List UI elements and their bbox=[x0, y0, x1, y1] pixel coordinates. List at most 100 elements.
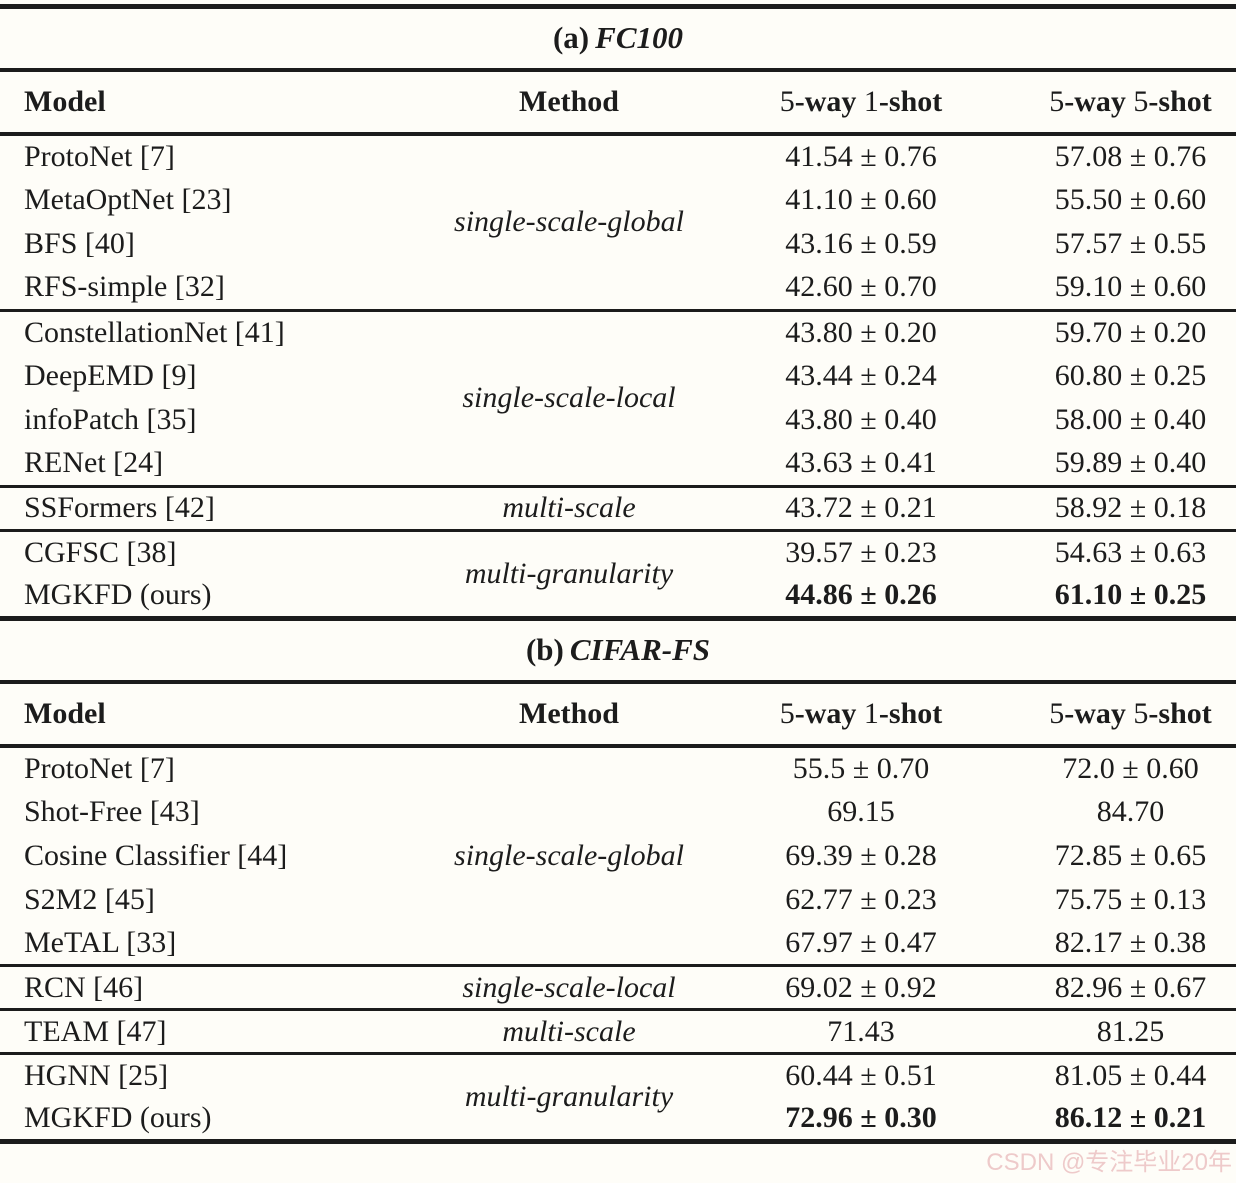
score-1shot-cell: 41.10 ± 0.60 bbox=[785, 183, 937, 216]
method-group-multi-scale: TEAM [47] multi-scale 71.43 81.25 bbox=[0, 1009, 1236, 1054]
table-row: MeTAL [33] 67.97 ± 0.47 82.17 ± 0.38 bbox=[0, 922, 1236, 966]
model-cell: MGKFD (ours) bbox=[24, 577, 212, 611]
method-group-multi-granularity: CGFSC [38] multi-granularity 39.57 ± 0.23 5… bbox=[0, 530, 1236, 618]
score-5shot-cell: 72.0 ± 0.60 bbox=[1062, 751, 1199, 785]
table-row: MetaOptNet [23] 41.10 ± 0.60 55.50 ± 0.60 bbox=[0, 178, 1236, 222]
score-1shot-cell: 72.96 ± 0.30 bbox=[785, 1101, 937, 1135]
score-1shot-cell: 44.86 ± 0.26 bbox=[785, 577, 937, 611]
table-row: DeepEMD [9] 43.44 ± 0.24 60.80 ± 0.25 bbox=[0, 354, 1236, 398]
method-cell: multi-granularity bbox=[464, 1080, 674, 1113]
model-cell: SSFormers [42] bbox=[24, 491, 215, 524]
score-1shot-cell: 69.15 bbox=[827, 794, 895, 828]
score-5shot-cell: 59.89 ± 0.40 bbox=[1054, 446, 1207, 480]
score-1shot-cell: 69.02 ± 0.92 bbox=[785, 970, 937, 1004]
column-header-model: Model bbox=[0, 683, 417, 748]
method-group-single-scale-global: ProtoNet [7] single-scale-global 55.5 ± 0.… bbox=[0, 746, 1236, 966]
table-row: HGNN [25] multi-granularity 60.44 ± 0.51 81… bbox=[0, 1054, 1236, 1113]
column-header-method: Method bbox=[417, 72, 721, 136]
table-row: Cosine Classifier [44] 69.39 ± 0.28 72.85 … bbox=[0, 834, 1236, 878]
results-table-fc100: Model Method 5-way 1-shot 5-way 5-shot Proto… bbox=[0, 72, 1236, 621]
model-cell: RFS-simple [32] bbox=[24, 270, 225, 304]
table-row: RCN [46] single-scale-local 69.02 ± 0.92 82… bbox=[0, 966, 1236, 1010]
model-cell: HGNN [25] bbox=[24, 1059, 169, 1093]
score-1shot-cell: 43.72 ± 0.21 bbox=[785, 491, 937, 524]
method-cell: multi-scale bbox=[502, 1014, 636, 1048]
score-5shot-cell: 86.12 ± 0.21 bbox=[1054, 1101, 1207, 1135]
panel-fc100: (a) FC100 Model Method 5-way 1-shot 5-way 5-… bbox=[0, 4, 1236, 621]
method-cell: single-scale-global bbox=[454, 205, 684, 239]
score-5shot-cell: 58.00 ± 0.40 bbox=[1054, 403, 1207, 436]
panel-label: (a) bbox=[552, 20, 590, 55]
column-header-5shot: 5-way 5-shot bbox=[1001, 683, 1236, 748]
panel-label: (b) bbox=[525, 631, 564, 667]
table-row: ConstellationNet [41] single-scale-local 4… bbox=[0, 310, 1236, 414]
method-group-single-scale-local: RCN [46] single-scale-local 69.02 ± 0.92 82… bbox=[0, 965, 1236, 1010]
score-5shot-cell: 75.75 ± 0.13 bbox=[1054, 882, 1207, 916]
results-table-cifar-fs: Model Method 5-way 1-shot 5-way 5-shot Proto… bbox=[0, 683, 1236, 1144]
column-header-1shot: 5-way 1-shot bbox=[721, 72, 1001, 136]
csdn-watermark: CSDN @专注毕业20年 bbox=[986, 1149, 1232, 1176]
table-row: RENet [24] 43.63 ± 0.41 59.89 ± 0.40 bbox=[0, 442, 1236, 486]
score-1shot-cell: 42.60 ± 0.70 bbox=[785, 270, 937, 304]
table-row: Shot-Free [43] 69.15 84.70 bbox=[0, 790, 1236, 834]
model-cell: S2M2 [45] bbox=[24, 882, 155, 916]
score-1shot-cell: 69.39 ± 0.28 bbox=[785, 838, 937, 872]
table-row: ProtoNet [7] single-scale-global 55.5 ± 0.… bbox=[0, 746, 1236, 872]
model-cell: MeTAL [33] bbox=[24, 925, 177, 959]
model-cell: TEAM [47] bbox=[24, 1014, 167, 1048]
score-1shot-cell: 43.80 ± 0.20 bbox=[785, 315, 937, 349]
method-cell: single-scale-global bbox=[454, 838, 684, 872]
model-cell: CGFSC [38] bbox=[24, 535, 177, 569]
score-5shot-cell: 60.80 ± 0.25 bbox=[1054, 359, 1207, 392]
table-row: infoPatch [35] 43.80 ± 0.40 58.00 ± 0.40 bbox=[0, 398, 1236, 442]
score-1shot-cell: 43.63 ± 0.41 bbox=[785, 446, 937, 480]
model-cell: ConstellationNet [41] bbox=[24, 315, 285, 349]
table-row: MGKFD (ours) 72.96 ± 0.30 86.12 ± 0.21 bbox=[0, 1098, 1236, 1142]
score-1shot-cell: 43.16 ± 0.59 bbox=[785, 227, 937, 260]
table-row: CGFSC [38] multi-granularity 39.57 ± 0.23 5… bbox=[0, 530, 1236, 590]
score-1shot-cell: 71.43 bbox=[827, 1014, 895, 1048]
score-1shot-cell: 39.57 ± 0.23 bbox=[785, 535, 937, 569]
model-cell: ProtoNet [7] bbox=[24, 751, 175, 785]
model-cell: infoPatch [35] bbox=[24, 403, 197, 436]
score-5shot-cell: 57.08 ± 0.76 bbox=[1054, 140, 1207, 173]
model-cell: MGKFD (ours) bbox=[24, 1101, 212, 1135]
model-cell: DeepEMD [9] bbox=[24, 359, 197, 392]
method-group-single-scale-local: ConstellationNet [41] single-scale-local 4… bbox=[0, 310, 1236, 486]
model-cell: Shot-Free [43] bbox=[24, 794, 200, 828]
method-group-single-scale-global: ProtoNet [7] single-scale-global 41.54 ± 0… bbox=[0, 134, 1236, 310]
table-row: S2M2 [45] 62.77 ± 0.23 75.75 ± 0.13 bbox=[0, 878, 1236, 922]
table-row: TEAM [47] multi-scale 71.43 81.25 bbox=[0, 1010, 1236, 1054]
header-row: Model Method 5-way 1-shot 5-way 5-shot bbox=[0, 683, 1236, 748]
table-row: MGKFD (ours) 44.86 ± 0.26 61.10 ± 0.25 bbox=[0, 574, 1236, 618]
table-row: ProtoNet [7] single-scale-global 41.54 ± 0… bbox=[0, 134, 1236, 238]
method-group-multi-scale: SSFormers [42] multi-scale 43.72 ± 0.21 58.… bbox=[0, 486, 1236, 530]
dataset-name: FC100 bbox=[595, 20, 683, 55]
model-cell: MetaOptNet [23] bbox=[24, 183, 232, 216]
score-5shot-cell: 82.17 ± 0.38 bbox=[1054, 925, 1207, 959]
score-5shot-cell: 55.50 ± 0.60 bbox=[1054, 183, 1207, 216]
score-5shot-cell: 54.63 ± 0.63 bbox=[1054, 535, 1207, 569]
header-row: Model Method 5-way 1-shot 5-way 5-shot bbox=[0, 72, 1236, 136]
score-1shot-cell: 55.5 ± 0.70 bbox=[792, 751, 930, 785]
method-group-multi-granularity: HGNN [25] multi-granularity 60.44 ± 0.51 81… bbox=[0, 1053, 1236, 1142]
dataset-name: CIFAR-FS bbox=[569, 631, 711, 667]
panel-cifar-fs: (b) CIFAR-FS Model Method 5-way 1-shot 5-way… bbox=[0, 621, 1236, 1144]
score-5shot-cell: 58.92 ± 0.18 bbox=[1054, 491, 1207, 524]
model-cell: Cosine Classifier [44] bbox=[24, 838, 288, 872]
score-1shot-cell: 43.44 ± 0.24 bbox=[785, 359, 937, 392]
score-5shot-cell: 59.10 ± 0.60 bbox=[1054, 270, 1207, 304]
panel-title-cifar-fs: (b) CIFAR-FS bbox=[0, 621, 1236, 684]
method-cell: single-scale-local bbox=[462, 381, 676, 414]
method-cell: single-scale-local bbox=[462, 970, 676, 1004]
column-header-method: Method bbox=[417, 683, 721, 748]
column-header-1shot: 5-way 1-shot bbox=[721, 683, 1001, 748]
score-5shot-cell: 81.05 ± 0.44 bbox=[1054, 1059, 1207, 1093]
model-cell: RENet [24] bbox=[24, 446, 164, 480]
score-5shot-cell: 57.57 ± 0.55 bbox=[1054, 227, 1207, 260]
score-5shot-cell: 81.25 bbox=[1096, 1014, 1165, 1048]
score-5shot-cell: 82.96 ± 0.67 bbox=[1054, 970, 1207, 1004]
table-row: SSFormers [42] multi-scale 43.72 ± 0.21 58.… bbox=[0, 486, 1236, 530]
score-5shot-cell: 59.70 ± 0.20 bbox=[1054, 315, 1207, 349]
